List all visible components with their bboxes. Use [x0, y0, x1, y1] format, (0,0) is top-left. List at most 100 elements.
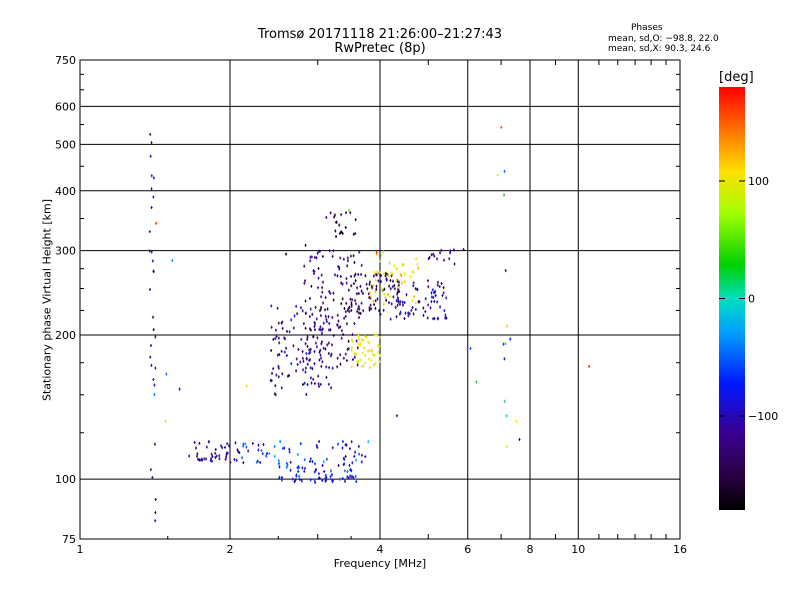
data-point — [338, 223, 341, 227]
data-point — [422, 306, 425, 310]
data-point — [505, 414, 508, 418]
data-point — [313, 322, 316, 326]
data-point — [303, 281, 306, 285]
data-point — [453, 262, 456, 266]
data-point — [410, 308, 413, 312]
data-point — [374, 278, 377, 282]
data-point — [384, 296, 387, 300]
data-point — [502, 342, 505, 346]
data-point — [285, 353, 288, 357]
data-point — [297, 465, 300, 469]
data-point — [329, 211, 332, 215]
data-point — [294, 478, 297, 482]
data-point — [315, 317, 318, 321]
data-point — [331, 478, 334, 482]
data-point — [515, 419, 518, 423]
y-tick-label: 100 — [55, 473, 76, 486]
data-point — [504, 269, 507, 273]
data-point — [356, 310, 359, 314]
data-point — [387, 273, 390, 277]
data-point — [432, 317, 435, 321]
data-point — [376, 270, 379, 274]
data-point — [328, 249, 331, 253]
data-point — [374, 306, 377, 310]
data-point — [331, 366, 334, 370]
data-point — [357, 342, 360, 346]
data-point — [312, 377, 315, 381]
data-point — [365, 282, 368, 286]
data-point — [295, 304, 298, 308]
data-point — [310, 255, 313, 259]
data-point — [384, 271, 387, 275]
data-point — [348, 208, 351, 212]
data-point — [353, 355, 356, 359]
data-point — [360, 460, 363, 464]
data-point — [383, 287, 386, 291]
data-point — [280, 475, 283, 479]
data-point — [276, 353, 279, 357]
data-point — [152, 176, 155, 180]
data-point — [449, 249, 452, 253]
data-point — [312, 334, 315, 338]
data-point — [346, 256, 349, 260]
data-point — [357, 272, 360, 276]
data-point — [357, 304, 360, 308]
data-point — [324, 314, 327, 318]
data-point — [280, 349, 283, 353]
data-point — [503, 357, 506, 361]
data-point — [358, 337, 361, 341]
chart-subtitle: RwPretec (8p) — [334, 41, 426, 56]
data-point — [276, 306, 279, 310]
data-point — [305, 357, 308, 361]
data-point — [369, 295, 372, 299]
data-point — [412, 270, 415, 274]
data-point — [399, 310, 402, 314]
data-point — [365, 335, 368, 339]
data-point — [469, 347, 472, 351]
data-point — [385, 298, 388, 302]
data-point — [339, 325, 342, 329]
data-point — [381, 288, 384, 292]
data-point — [285, 465, 288, 469]
data-point — [205, 457, 208, 461]
data-point — [272, 367, 275, 371]
data-point — [308, 352, 311, 356]
data-point — [218, 457, 221, 461]
data-point — [344, 314, 347, 318]
data-point — [360, 289, 363, 293]
data-point — [218, 454, 221, 458]
data-point — [296, 363, 299, 367]
data-point — [279, 440, 282, 444]
data-point — [245, 384, 248, 388]
data-point — [310, 381, 313, 385]
data-point — [328, 321, 331, 325]
data-point — [509, 337, 512, 341]
data-point — [257, 448, 260, 452]
data-point — [347, 339, 350, 343]
x-tick-label: 1 — [77, 543, 84, 556]
data-point — [318, 476, 321, 480]
data-point — [339, 274, 342, 278]
data-point — [503, 193, 506, 197]
data-point — [382, 272, 385, 276]
data-point — [427, 303, 430, 307]
data-point — [346, 308, 349, 312]
data-point — [324, 308, 327, 312]
data-point — [370, 358, 373, 362]
data-point — [277, 336, 280, 340]
data-point — [393, 287, 396, 291]
data-point — [329, 354, 332, 358]
data-point — [165, 372, 168, 376]
data-point — [320, 342, 323, 346]
data-point — [344, 454, 347, 458]
data-point — [395, 315, 398, 319]
data-point — [350, 309, 353, 313]
data-point — [152, 195, 155, 199]
data-point — [318, 327, 321, 331]
data-point — [296, 312, 299, 316]
data-point — [350, 304, 353, 308]
colorbar-label: [deg] — [719, 70, 754, 85]
data-point — [351, 298, 354, 302]
data-point — [431, 288, 434, 292]
